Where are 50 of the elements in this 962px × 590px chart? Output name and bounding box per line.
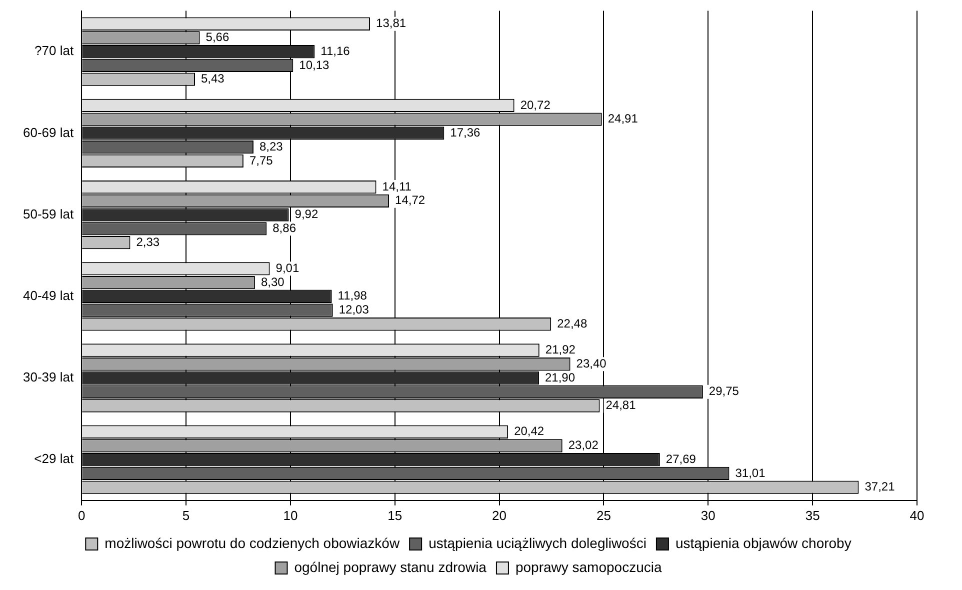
- y-tick-label: 50-59 lat: [22, 206, 74, 222]
- y-tick-label: 40-49 lat: [22, 288, 74, 303]
- data-label: 8,23: [259, 139, 284, 154]
- data-label: 11,98: [338, 288, 368, 303]
- data-label: 9,01: [276, 260, 300, 275]
- data-label: 8,86: [272, 220, 296, 235]
- data-label: 20,42: [514, 424, 544, 438]
- x-tick-label: 10: [283, 508, 298, 523]
- legend-label: ustąpienia objawów choroby: [675, 534, 852, 551]
- y-tick-label: 30-39 lat: [22, 370, 74, 385]
- legend-label: ustąpienia uciążliwych dolegliwości: [428, 534, 646, 551]
- data-label: 8,30: [260, 274, 285, 289]
- x-tick-label: 20: [492, 508, 507, 523]
- x-tick-label: 15: [388, 508, 402, 523]
- data-label: 9,92: [294, 207, 318, 222]
- data-label: 37,21: [864, 480, 896, 494]
- data-label: 12,03: [338, 302, 370, 317]
- data-label: 17,36: [450, 126, 481, 140]
- data-label: 5,43: [201, 72, 225, 86]
- legend-label: ogólnej poprawy stanu zdrowia: [294, 558, 487, 575]
- data-label: 10,13: [299, 58, 330, 72]
- data-label: 5,66: [206, 30, 230, 44]
- data-label: 11,16: [320, 44, 350, 58]
- data-label: 14,72: [395, 193, 426, 208]
- data-label: 23,02: [568, 438, 599, 452]
- data-label: 21,90: [544, 370, 576, 384]
- legend-label: poprawy samopoczucia: [515, 558, 662, 575]
- data-label: 20,72: [520, 98, 551, 112]
- x-tick-label: 25: [596, 508, 611, 523]
- data-label: 31,01: [735, 466, 766, 480]
- y-tick-label: <29 lat: [34, 451, 74, 466]
- x-tick-label: 5: [182, 508, 190, 523]
- data-label: 2,33: [136, 234, 160, 249]
- data-label: 29,75: [708, 384, 740, 398]
- x-tick-label: 40: [910, 508, 924, 523]
- data-label: 7,75: [249, 153, 274, 168]
- data-label: 13,81: [376, 16, 406, 30]
- data-label: 24,81: [606, 398, 636, 412]
- x-tick-label: 30: [700, 508, 716, 523]
- data-label: 23,40: [576, 356, 607, 370]
- data-label: 24,91: [608, 112, 638, 126]
- y-tick-label: 60-69 lat: [22, 124, 74, 140]
- x-tick-label: 35: [805, 508, 820, 523]
- data-label: 14,11: [382, 179, 412, 194]
- data-label: 22,48: [557, 316, 588, 330]
- legend-label: możliwości powrotu do codzienych obowiazków: [104, 534, 400, 551]
- data-label: 21,92: [545, 342, 576, 357]
- y-tick-label: ?70 lat: [34, 43, 74, 58]
- x-tick-label: 0: [78, 508, 86, 523]
- data-label: 27,69: [666, 452, 696, 466]
